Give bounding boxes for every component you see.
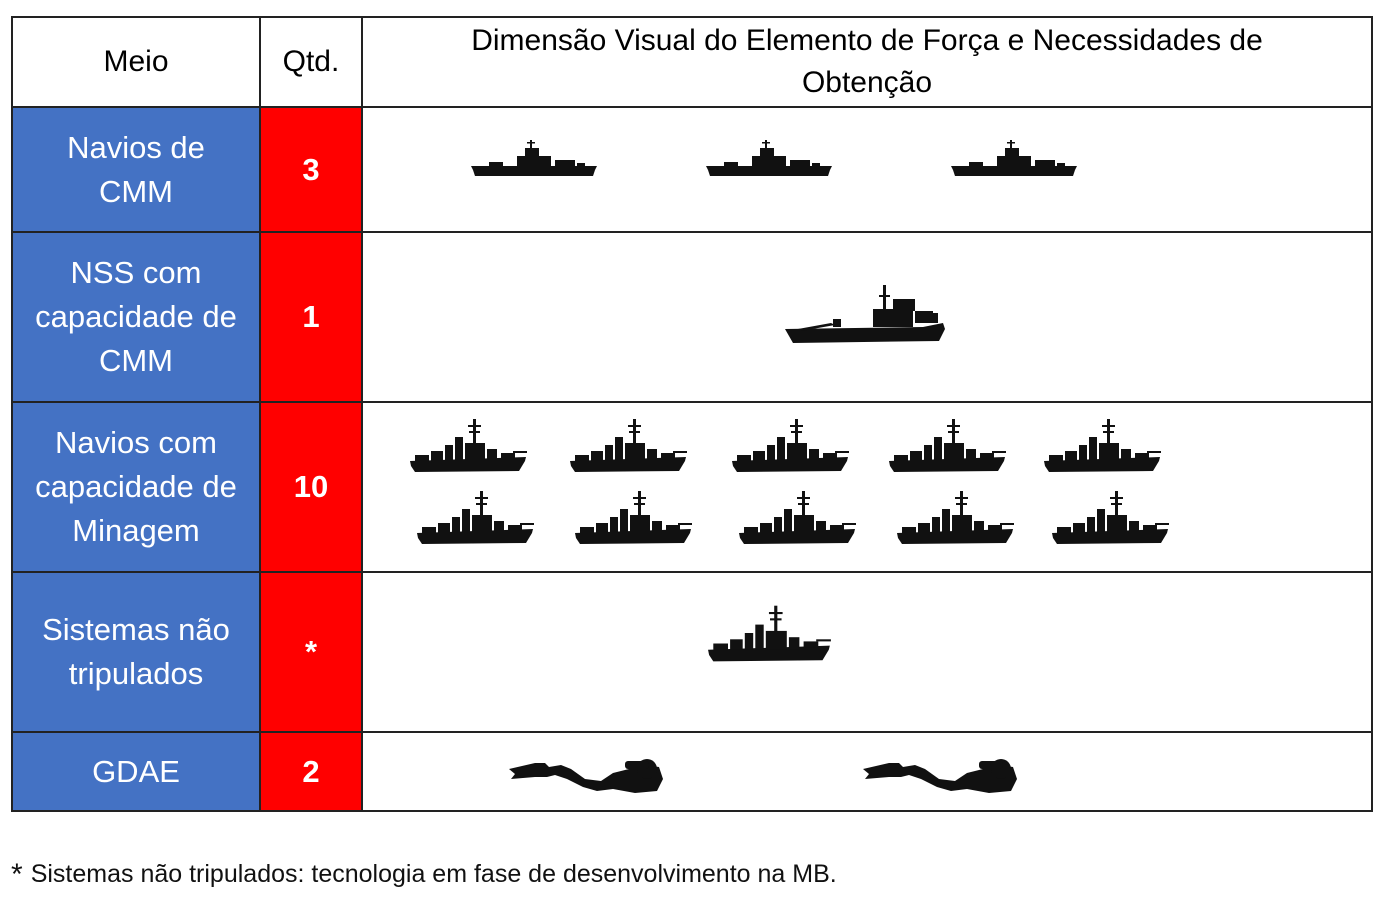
footnote-marker: *	[11, 858, 23, 891]
visual-cell	[363, 233, 1371, 401]
visual-cell	[363, 733, 1371, 810]
warship-icon	[416, 489, 536, 545]
mine-countermeasure-ship-icon	[704, 138, 834, 178]
table-row: Navios de CMM 3	[13, 108, 1371, 233]
header-meio: Meio	[13, 18, 261, 106]
warship-icon	[738, 489, 858, 545]
qtd-value: 10	[261, 403, 363, 571]
mine-countermeasure-ship-icon	[469, 138, 599, 178]
meio-label: Sistemas não tripulados	[13, 573, 261, 731]
footnote-text: Sistemas não tripulados: tecnologia em f…	[30, 860, 837, 888]
header-qtd: Qtd.	[261, 18, 363, 106]
diver-icon	[859, 747, 1024, 797]
table-row: Navios com capacidade de Minagem 10	[13, 403, 1371, 573]
warship-icon	[731, 417, 851, 473]
warship-icon	[1051, 489, 1171, 545]
warship-icon	[409, 417, 529, 473]
footnote: * Sistemas não tripulados: tecnologia em …	[11, 858, 837, 892]
qtd-value: 1	[261, 233, 363, 401]
visual-cell	[363, 573, 1371, 731]
warship-icon	[574, 489, 694, 545]
table-row: GDAE 2	[13, 733, 1371, 810]
warship-icon	[896, 489, 1016, 545]
diver-icon	[505, 747, 670, 797]
meio-label: NSS com capacidade de CMM	[13, 233, 261, 401]
meio-label: Navios de CMM	[13, 108, 261, 231]
support-ship-icon	[783, 283, 948, 348]
mine-countermeasure-ship-icon	[949, 138, 1079, 178]
table-header-row: Meio Qtd. Dimensão Visual do Elemento de…	[13, 18, 1371, 108]
force-table: Meio Qtd. Dimensão Visual do Elemento de…	[11, 16, 1373, 812]
visual-cell	[363, 108, 1371, 231]
warship-icon	[707, 597, 833, 669]
meio-label: Navios com capacidade de Minagem	[13, 403, 261, 571]
table-row: NSS com capacidade de CMM 1	[13, 233, 1371, 403]
table-row: Sistemas não tripulados *	[13, 573, 1371, 733]
warship-icon	[888, 417, 1008, 473]
visual-cell	[363, 403, 1371, 571]
qtd-value: 2	[261, 733, 363, 810]
header-visual: Dimensão Visual do Elemento de Força e N…	[471, 24, 1263, 99]
warship-icon	[569, 417, 689, 473]
meio-label: GDAE	[13, 733, 261, 810]
qtd-value: 3	[261, 108, 363, 231]
warship-icon	[1043, 417, 1163, 473]
qtd-value: *	[261, 573, 363, 731]
